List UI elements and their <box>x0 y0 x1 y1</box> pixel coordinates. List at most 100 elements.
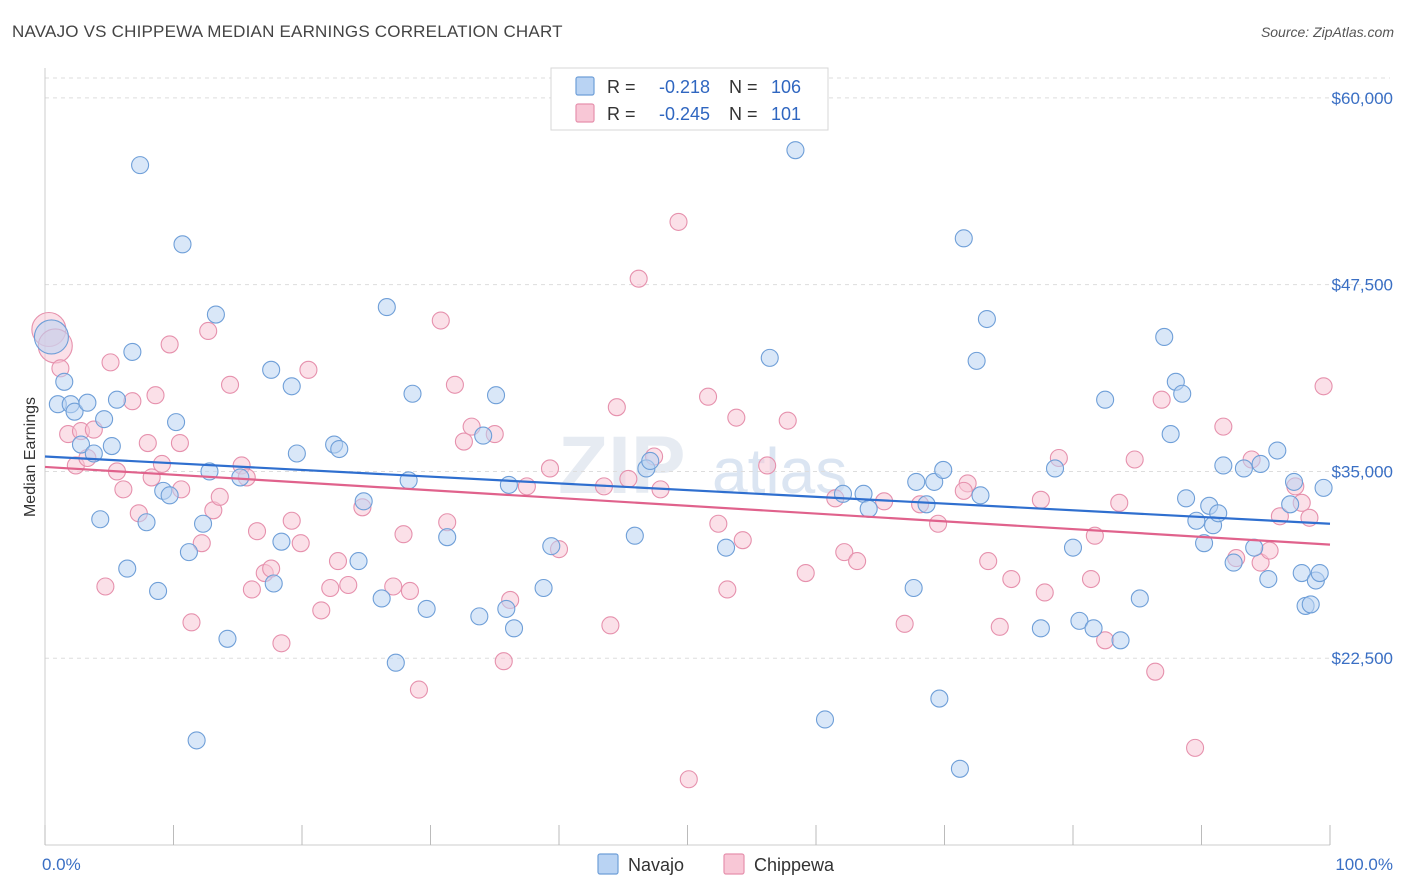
chippewa-point <box>1146 662 1165 681</box>
navajo-point <box>833 484 853 503</box>
navajo-point <box>716 538 736 557</box>
navajo-point <box>65 402 84 421</box>
chippewa-point <box>1152 390 1171 409</box>
navajo-point <box>1130 589 1149 608</box>
navajo-point <box>1259 569 1278 589</box>
navajo-point <box>907 472 926 491</box>
navajo-point <box>1161 425 1180 444</box>
chippewa-point <box>1314 377 1333 396</box>
navajo-point <box>206 305 225 324</box>
navajo-point <box>1284 472 1304 491</box>
y-tick-labels: $22,500 $35,000 $47,500 $60,000 <box>1332 89 1393 668</box>
y-tick-label: $60,000 <box>1332 89 1393 108</box>
navajo-point <box>1155 327 1174 347</box>
navajo-point <box>262 360 281 379</box>
chippewa-point <box>718 580 737 599</box>
navajo-point <box>118 559 137 578</box>
chippewa-point <box>114 480 133 499</box>
bottom-legend-navajo-label: Navajo <box>628 855 684 875</box>
navajo-trend-line <box>44 455 1331 525</box>
chippewa-point <box>291 534 310 553</box>
navajo-point <box>149 581 168 601</box>
navajo-point <box>78 393 97 412</box>
navajo-point <box>1301 595 1320 614</box>
chippewa-point <box>929 514 948 533</box>
navajo-point <box>815 710 835 729</box>
navajo-point <box>1281 495 1300 514</box>
x-tick-labels: 0.0% 100.0% <box>42 855 1393 874</box>
chippewa-point <box>321 578 340 598</box>
chippewa-point <box>494 652 513 671</box>
series-legend: Navajo Chippewa <box>597 853 835 875</box>
chippewa-point <box>679 770 698 789</box>
navajo-point <box>173 235 192 254</box>
navajo-point <box>91 510 110 529</box>
navajo-point <box>71 435 91 454</box>
chippewa-point <box>182 613 201 632</box>
navajo-point <box>330 439 349 459</box>
legend-navajo-n-label: N = <box>729 77 758 97</box>
chippewa-point <box>400 581 419 601</box>
correlation-legend: R = -0.218 N = 106 R = -0.245 N = 101 <box>550 67 829 131</box>
chippewa-point <box>339 575 358 595</box>
navajo-point <box>859 499 878 518</box>
chippewa-trend-line <box>44 465 1331 546</box>
chippewa-point <box>409 680 428 699</box>
navajo-point <box>917 495 936 514</box>
chippewa-point <box>619 469 638 488</box>
navajo-point <box>934 460 953 479</box>
bottom-legend-navajo-swatch <box>597 853 619 875</box>
navajo-point <box>470 607 489 626</box>
chippewa-point <box>312 601 331 620</box>
chippewa-point <box>1125 450 1144 469</box>
navajo-point <box>1070 611 1089 630</box>
legend-chippewa-r-label: R = <box>607 104 636 124</box>
chippewa-point <box>669 212 688 231</box>
chippewa-point <box>895 614 914 633</box>
navajo-point <box>967 351 986 370</box>
chippewa-point <box>328 552 348 571</box>
chippewa-point <box>170 434 189 453</box>
navajo-point <box>1234 459 1253 478</box>
navajo-point <box>403 384 422 403</box>
legend-navajo-n-value: 106 <box>771 77 801 97</box>
legend-chippewa-n-value: 101 <box>771 104 801 124</box>
chippewa-point <box>96 577 115 596</box>
bottom-legend-chippewa-label: Chippewa <box>754 855 835 875</box>
chippewa-point <box>1002 569 1021 589</box>
bottom-legend-chippewa-swatch <box>723 853 745 875</box>
navajo-point <box>1063 538 1083 557</box>
navajo-point <box>497 599 516 618</box>
chippewa-point <box>445 375 464 394</box>
chippewa-point <box>796 563 815 583</box>
navajo-point <box>167 413 186 432</box>
chippewa-point <box>758 456 777 475</box>
navajo-point <box>534 578 553 598</box>
navajo-point <box>386 653 405 672</box>
navajo-point <box>1314 478 1333 497</box>
navajo-point <box>287 444 306 463</box>
trend-lines <box>44 455 1331 546</box>
navajo-point <box>486 386 506 405</box>
chippewa-point <box>160 335 179 354</box>
navajo-point <box>187 731 206 750</box>
chippewa-point <box>601 616 620 635</box>
legend-navajo-r-label: R = <box>607 77 636 97</box>
legend-chippewa-r-value: -0.245 <box>659 104 710 124</box>
navajo-point <box>1195 534 1214 553</box>
navajo-point <box>1292 563 1311 583</box>
navajo-point <box>33 319 69 355</box>
navajo-point <box>264 574 283 593</box>
gridlines <box>45 77 1390 659</box>
navajo-point <box>282 377 301 396</box>
navajo-point <box>504 619 524 638</box>
chippewa-point <box>848 552 867 571</box>
navajo-point <box>1251 454 1270 474</box>
navajo-point <box>377 298 396 317</box>
navajo-point <box>179 543 198 562</box>
navajo-point <box>1111 631 1130 650</box>
navajo-point <box>971 486 990 505</box>
x-tick-label-max: 100.0% <box>1335 855 1393 874</box>
navajo-point <box>950 759 969 778</box>
